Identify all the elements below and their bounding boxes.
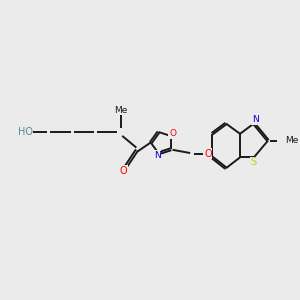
Text: N: N xyxy=(252,116,259,124)
Text: HO: HO xyxy=(17,127,32,137)
Text: O: O xyxy=(204,148,212,159)
Text: Me: Me xyxy=(114,106,128,115)
Text: Me: Me xyxy=(285,136,299,145)
Text: S: S xyxy=(251,158,257,167)
Text: O: O xyxy=(120,166,127,176)
Text: O: O xyxy=(169,129,176,138)
Text: N: N xyxy=(154,151,160,160)
